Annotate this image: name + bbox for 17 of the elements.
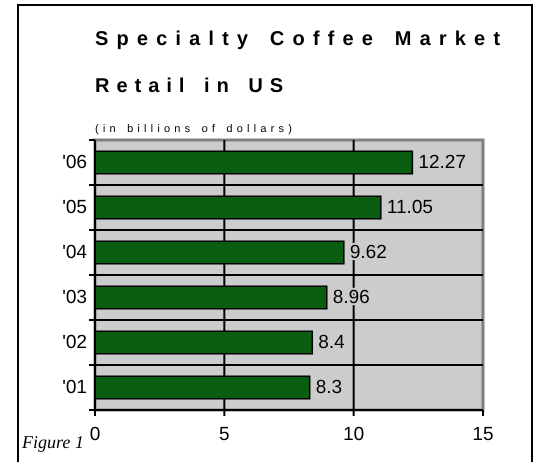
- data-label: 11.05: [386, 197, 433, 218]
- x-tick-label: 15: [472, 424, 494, 445]
- y-tick-label: '03: [62, 287, 87, 308]
- data-label: 8.3: [316, 377, 342, 398]
- y-tick-label: '04: [62, 242, 88, 263]
- chart-title: Specialty Coffee Market Retail in US: [95, 28, 500, 97]
- x-tick-label: 10: [343, 424, 364, 445]
- y-tick-label: '02: [62, 332, 87, 353]
- x-tick-label: 5: [219, 424, 230, 445]
- data-label: 8.4: [318, 332, 346, 353]
- data-label: 12.27: [418, 152, 466, 173]
- y-tick-label: '06: [62, 152, 87, 173]
- y-tick-label: '05: [62, 197, 87, 218]
- x-tick-label: 0: [90, 424, 100, 445]
- chart-subtitle: (in billions of dollars): [95, 123, 296, 135]
- caption: Figure 1: [21, 432, 84, 452]
- y-tick-label: '01: [62, 377, 87, 398]
